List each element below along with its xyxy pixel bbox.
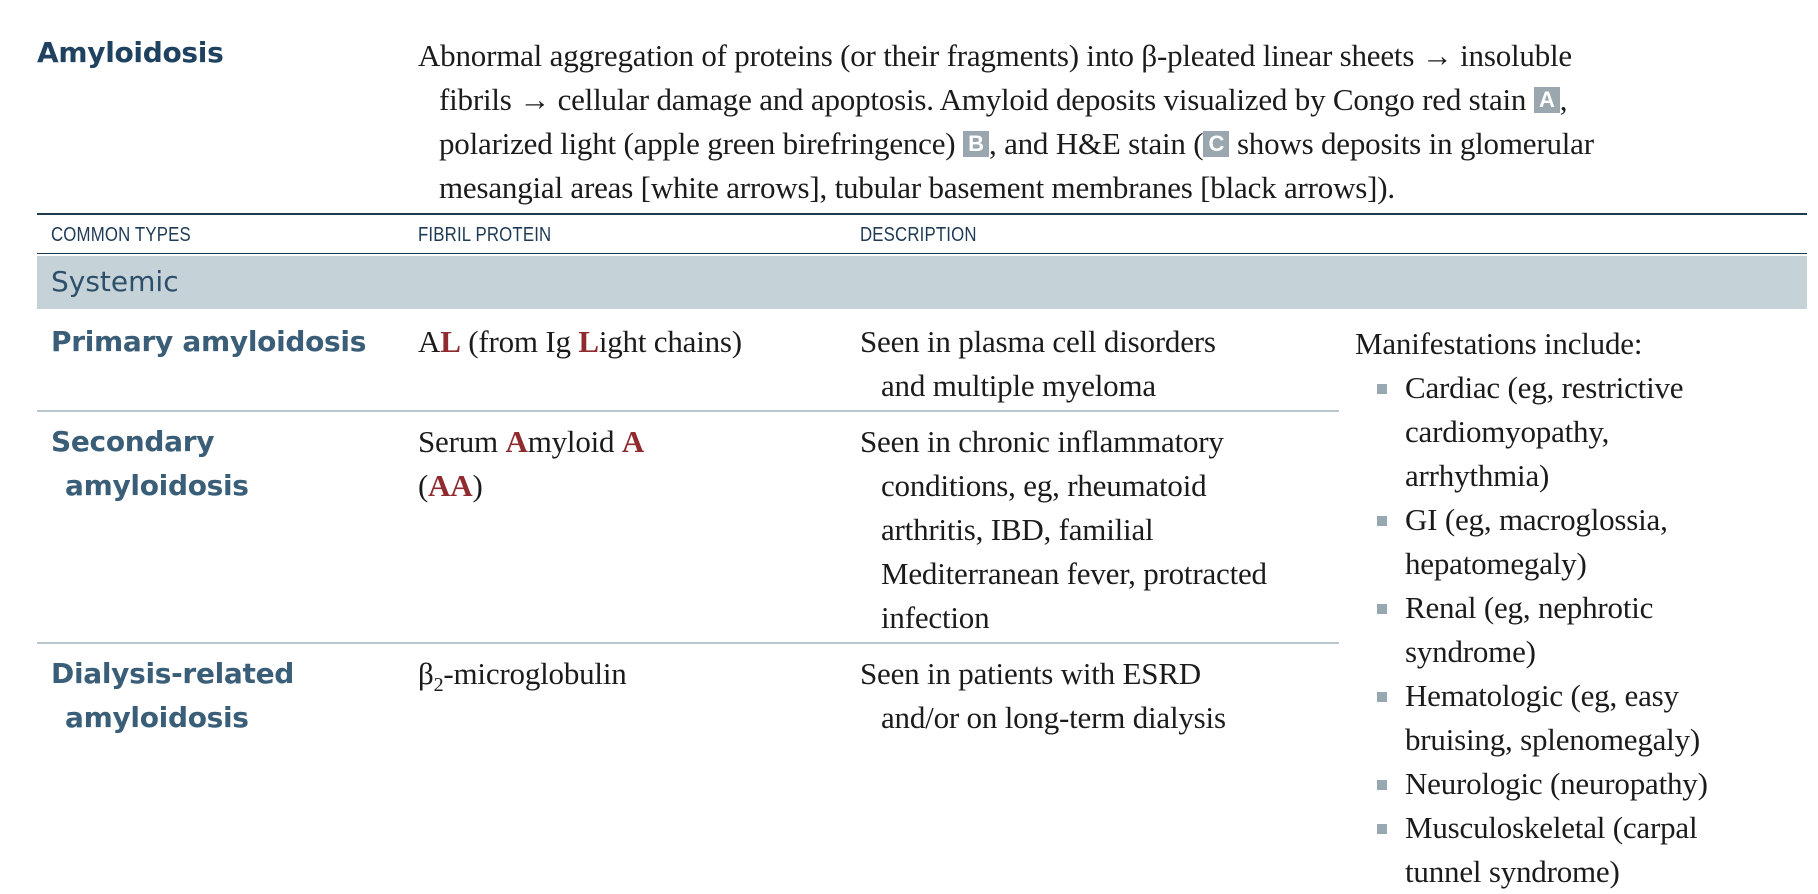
protein-emphasis: L	[578, 324, 599, 359]
protein-text: Serum	[418, 424, 506, 459]
intro-line-4: mesangial areas [white arrows], tubular …	[439, 170, 1395, 205]
manifestations-heading: Manifestations include:	[1355, 326, 1643, 361]
description-line: Seen in chronic inflammatory	[860, 424, 1224, 459]
column-header-description: DESCRIPTION	[860, 224, 977, 246]
list-item-text: Cardiac (eg, restrictive	[1405, 370, 1684, 405]
column-header-protein: FIBRIL PROTEIN	[418, 224, 552, 246]
list-item-text: Renal (eg, nephrotic	[1405, 590, 1654, 625]
description-line: Mediterranean fever, protracted	[881, 556, 1267, 591]
list-item-text: tunnel syndrome)	[1405, 854, 1620, 889]
type-dialysis-related-amyloidosis: Dialysis-related amyloidosis	[51, 652, 294, 740]
intro-text: polarized light (apple green birefringen…	[439, 126, 963, 161]
intro-text: Abnormal aggregation of proteins (or the…	[418, 38, 1422, 73]
list-item: Hematologic (eg, easy bruising, splenomeg…	[1355, 674, 1708, 762]
protein-text: ight chains)	[598, 324, 742, 359]
row-divider	[37, 642, 1339, 644]
description-line: Seen in plasma cell disorders	[860, 324, 1216, 359]
protein-text: A	[418, 324, 441, 359]
list-item-text: arrhythmia)	[1405, 458, 1550, 493]
topic-title: Amyloidosis	[37, 36, 224, 69]
protein-emphasis: L	[440, 324, 461, 359]
square-bullet-icon	[1377, 780, 1387, 790]
square-bullet-icon	[1377, 692, 1387, 702]
square-bullet-icon	[1377, 604, 1387, 614]
intro-line-3: polarized light (apple green birefringen…	[418, 122, 1818, 166]
square-bullet-icon	[1377, 384, 1387, 394]
description-line: and multiple myeloma	[881, 368, 1156, 403]
list-item-text: Neurologic (neuropathy)	[1405, 766, 1708, 801]
list-item-text: bruising, splenomegaly)	[1405, 722, 1701, 757]
manifestations-cell: Manifestations include: Cardiac (eg, res…	[1355, 322, 1708, 894]
protein-subscript: 2	[433, 674, 444, 697]
protein-emphasis: AA	[428, 468, 473, 503]
list-item-text: GI (eg, macroglossia,	[1405, 502, 1668, 537]
type-secondary-amyloidosis: Secondary amyloidosis	[51, 420, 249, 508]
intro-text: , and H&E stain (	[988, 126, 1204, 161]
protein-text: (from Ig	[460, 324, 579, 359]
description-dialysis: Seen in patients with ESRD and/or on long…	[860, 652, 1226, 740]
figure-tag-c: C	[1203, 131, 1230, 157]
description-line: arthritis, IBD, familial	[881, 512, 1154, 547]
list-item: GI (eg, macroglossia, hepatomegaly)	[1355, 498, 1708, 586]
intro-text: shows deposits in glomerular	[1229, 126, 1594, 161]
protein-text: )	[472, 468, 483, 503]
protein-al: AL (from Ig Light chains)	[418, 320, 742, 364]
square-bullet-icon	[1377, 516, 1387, 526]
list-item-text: Musculoskeletal (carpal	[1405, 810, 1698, 845]
description-line: Seen in patients with ESRD	[860, 656, 1201, 691]
list-item: Neurologic (neuropathy)	[1355, 762, 1708, 806]
protein-emphasis: A	[621, 424, 645, 459]
list-item-text: syndrome)	[1405, 634, 1536, 669]
type-primary-amyloidosis: Primary amyloidosis	[51, 320, 366, 364]
description-secondary: Seen in chronic inflammatory conditions, …	[860, 420, 1267, 640]
list-item-text: hepatomegaly)	[1405, 546, 1587, 581]
description-line: infection	[881, 600, 990, 635]
intro-text: fibrils	[439, 82, 520, 117]
protein-text: β	[418, 656, 434, 691]
description-line: and/or on long-term dialysis	[881, 700, 1226, 735]
type-label: Secondary	[51, 425, 215, 458]
figure-tag-a: A	[1533, 87, 1560, 113]
type-label: Dialysis-related	[51, 657, 295, 690]
column-header-types: COMMON TYPES	[51, 224, 191, 246]
list-item: Renal (eg, nephrotic syndrome)	[1355, 586, 1708, 674]
table-top-rule	[37, 213, 1807, 215]
protein-text: -microglobulin	[443, 656, 627, 691]
type-label: amyloidosis	[65, 701, 249, 734]
protein-text: myloid	[527, 424, 622, 459]
intro-line-2: fibrils → cellular damage and apoptosis.…	[418, 78, 1818, 122]
protein-aa: Serum Amyloid A (AA)	[418, 420, 644, 508]
protein-beta2-microglobulin: β2-microglobulin	[418, 652, 627, 696]
list-item-text: Hematologic (eg, easy	[1405, 678, 1679, 713]
row-divider	[37, 410, 1339, 412]
section-band-systemic: Systemic	[37, 256, 1807, 309]
description-line: conditions, eg, rheumatoid	[881, 468, 1207, 503]
type-label: amyloidosis	[65, 469, 249, 502]
protein-emphasis: A	[505, 424, 528, 459]
list-item: Cardiac (eg, restrictive cardiomyopathy, a…	[1355, 366, 1708, 498]
protein-text: (	[418, 468, 429, 503]
intro-line-1: Abnormal aggregation of proteins (or the…	[418, 34, 1818, 78]
arrow-right-icon: →	[519, 82, 551, 117]
type-label: Primary amyloidosis	[51, 325, 367, 358]
figure-tag-b: B	[962, 131, 989, 157]
intro-text: ,	[1559, 82, 1568, 117]
list-item-text: cardiomyopathy,	[1405, 414, 1610, 449]
intro-text: insoluble	[1452, 38, 1572, 73]
intro-text: cellular damage and apoptosis. Amyloid d…	[550, 82, 1534, 117]
arrow-right-icon: →	[1421, 38, 1453, 73]
square-bullet-icon	[1377, 824, 1387, 834]
intro-paragraph: Abnormal aggregation of proteins (or the…	[418, 34, 1818, 210]
section-label: Systemic	[51, 265, 179, 298]
list-item: Musculoskeletal (carpal tunnel syndrome)	[1355, 806, 1708, 894]
description-primary: Seen in plasma cell disorders and multipl…	[860, 320, 1216, 408]
header-rule	[37, 253, 1807, 254]
manifestations-list: Cardiac (eg, restrictive cardiomyopathy, a…	[1355, 366, 1708, 894]
